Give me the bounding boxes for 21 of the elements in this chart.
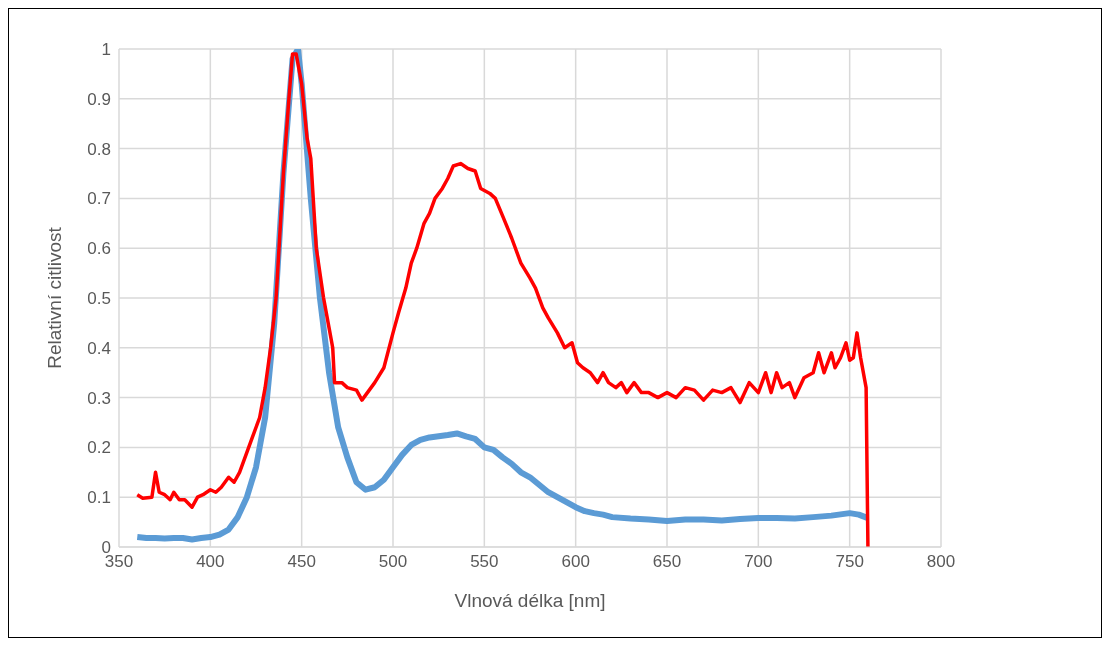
x-tick-label: 700 xyxy=(744,552,773,572)
x-tick-label: 600 xyxy=(561,552,590,572)
x-tick-label: 400 xyxy=(196,552,225,572)
x-tick-label: 650 xyxy=(652,552,682,572)
y-tick-label: 0.8 xyxy=(87,139,111,159)
x-axis-title: Vlnová délka [nm] xyxy=(454,590,606,611)
y-tick-label: 0.6 xyxy=(87,239,111,259)
y-tick-label: 1 xyxy=(101,40,111,60)
x-tick-label: 550 xyxy=(470,552,499,572)
x-tick-label: 450 xyxy=(287,552,316,572)
y-tick-label: 0.5 xyxy=(87,289,111,309)
x-tick-label: 500 xyxy=(378,552,408,572)
x-tick-label: 800 xyxy=(926,552,956,572)
y-tick-label: 0.1 xyxy=(87,488,111,508)
y-tick-label: 0.9 xyxy=(87,89,111,109)
y-axis-title: Relativní citlivost xyxy=(43,226,65,369)
y-tick-label: 0.7 xyxy=(87,189,111,209)
x-tick-label: 750 xyxy=(835,552,864,572)
y-tick-label: 0.3 xyxy=(87,388,111,408)
y-tick-label: 0.4 xyxy=(87,338,111,358)
y-tick-label: 0.2 xyxy=(87,438,111,458)
